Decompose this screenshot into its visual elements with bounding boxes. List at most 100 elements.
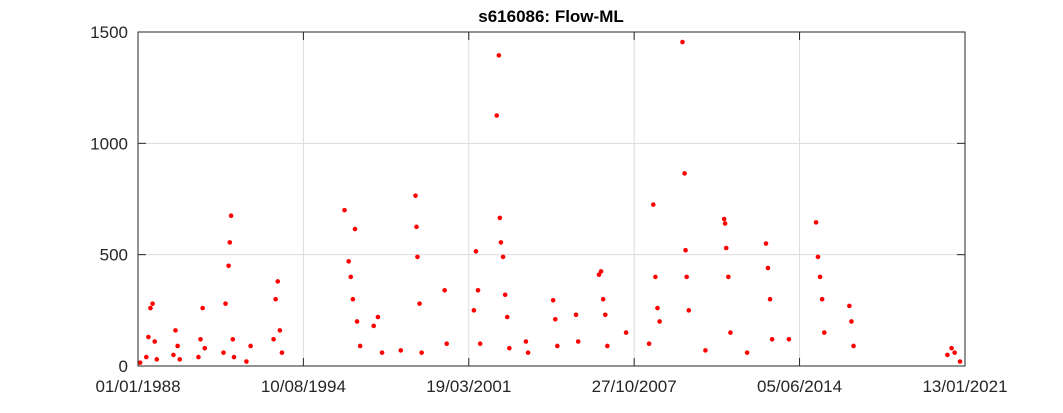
data-point bbox=[851, 343, 856, 349]
data-point bbox=[949, 345, 954, 351]
data-point bbox=[683, 247, 688, 253]
data-point bbox=[723, 245, 729, 251]
data-point bbox=[342, 207, 347, 213]
data-point bbox=[371, 323, 377, 329]
data-point bbox=[952, 350, 957, 355]
data-point bbox=[600, 296, 606, 302]
data-point bbox=[502, 292, 508, 298]
plot-background bbox=[138, 32, 965, 366]
data-point bbox=[494, 113, 500, 118]
data-point bbox=[348, 274, 354, 280]
data-point bbox=[498, 240, 504, 245]
y-tick-label: 500 bbox=[100, 246, 128, 265]
data-point bbox=[504, 314, 510, 320]
data-point bbox=[605, 343, 610, 349]
data-point bbox=[680, 39, 685, 45]
y-tick-label: 1000 bbox=[90, 134, 128, 153]
x-axis: 01/01/1988 10/08/1994 19/03/2001 27/10/2007… bbox=[95, 32, 1008, 396]
data-point bbox=[244, 359, 249, 364]
data-point bbox=[273, 296, 278, 302]
data-point bbox=[275, 279, 281, 284]
x-tick-label: 01/01/1988 bbox=[95, 377, 180, 396]
data-point bbox=[146, 334, 151, 340]
data-point bbox=[223, 301, 228, 306]
data-point bbox=[419, 350, 424, 355]
data-point bbox=[786, 336, 792, 342]
data-point bbox=[196, 354, 201, 360]
data-point bbox=[847, 303, 852, 309]
data-point bbox=[653, 274, 658, 280]
data-point bbox=[200, 305, 205, 311]
data-point bbox=[763, 241, 769, 246]
data-point bbox=[352, 226, 358, 232]
data-point bbox=[726, 274, 731, 280]
data-point bbox=[150, 301, 155, 306]
x-tick-label: 10/08/1994 bbox=[261, 377, 346, 396]
data-point bbox=[728, 330, 733, 335]
data-point bbox=[813, 220, 819, 225]
data-point bbox=[444, 341, 450, 347]
data-point bbox=[279, 350, 285, 355]
data-point bbox=[226, 263, 231, 269]
chart-title: s616086: Flow-ML bbox=[478, 7, 624, 26]
data-point bbox=[849, 319, 854, 324]
data-point bbox=[154, 357, 160, 362]
data-point bbox=[198, 336, 203, 342]
data-point bbox=[550, 298, 556, 303]
data-point bbox=[143, 354, 149, 360]
data-point bbox=[596, 272, 602, 278]
data-point bbox=[646, 341, 652, 347]
data-points bbox=[137, 39, 963, 365]
data-point bbox=[346, 259, 351, 264]
x-tick-label: 13/01/2021 bbox=[922, 377, 1007, 396]
data-point bbox=[945, 352, 950, 358]
plot-area bbox=[137, 31, 966, 367]
data-point bbox=[721, 216, 727, 222]
y-axis: 0 500 1000 1500 bbox=[90, 23, 965, 376]
data-point bbox=[598, 269, 604, 274]
data-point bbox=[477, 341, 483, 347]
data-point bbox=[379, 350, 385, 355]
data-point bbox=[202, 345, 208, 351]
data-point bbox=[684, 274, 689, 280]
data-point bbox=[354, 319, 360, 324]
data-point bbox=[375, 314, 381, 320]
data-point bbox=[819, 296, 825, 302]
data-point bbox=[496, 53, 502, 58]
data-point bbox=[957, 359, 963, 364]
data-point bbox=[765, 265, 771, 271]
data-point bbox=[575, 339, 581, 344]
data-point bbox=[655, 305, 660, 311]
data-point bbox=[722, 221, 728, 226]
data-point bbox=[357, 343, 363, 349]
data-point bbox=[442, 287, 447, 293]
data-point bbox=[231, 354, 237, 360]
data-point bbox=[623, 330, 629, 335]
data-point bbox=[555, 343, 560, 349]
data-point bbox=[821, 330, 827, 335]
data-point bbox=[473, 249, 479, 254]
data-point bbox=[271, 336, 276, 342]
data-point bbox=[744, 350, 750, 355]
data-point bbox=[415, 254, 420, 260]
data-point bbox=[137, 360, 143, 365]
data-point bbox=[507, 345, 512, 351]
data-point bbox=[152, 339, 158, 344]
y-tick-label: 0 bbox=[119, 357, 128, 376]
data-point bbox=[686, 308, 692, 313]
data-point bbox=[173, 328, 178, 333]
data-point bbox=[657, 319, 662, 324]
data-point bbox=[417, 301, 422, 306]
data-point bbox=[573, 312, 579, 318]
data-point bbox=[815, 254, 821, 260]
data-point bbox=[552, 316, 558, 322]
data-point bbox=[497, 215, 503, 221]
x-tick-label: 05/06/2014 bbox=[757, 377, 842, 396]
data-point bbox=[221, 350, 226, 355]
data-point bbox=[398, 348, 404, 353]
data-point bbox=[682, 171, 687, 176]
data-point bbox=[650, 202, 656, 207]
data-point bbox=[603, 312, 608, 318]
data-point bbox=[277, 328, 283, 333]
